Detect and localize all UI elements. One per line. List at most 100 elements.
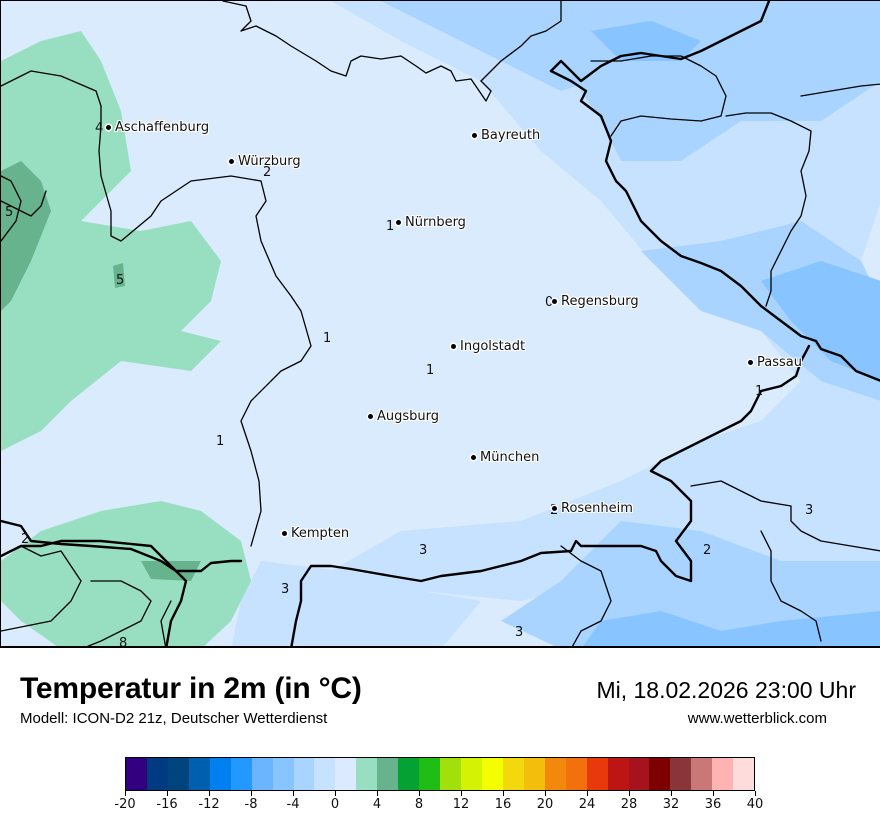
- temperature-colorbar: [125, 757, 755, 791]
- colorbar-ticks: -20 -16 -12 -8 -4 0 4 8 12 16 20 24 28 32 36 40: [114, 791, 763, 821]
- temperature-value: 2: [703, 543, 712, 558]
- colorbar-swatch: [628, 758, 650, 790]
- city-marker-icon: [282, 531, 287, 536]
- colorbar-tick: [251, 791, 252, 796]
- city-marker-icon: [229, 159, 234, 164]
- temperature-value: 3: [515, 625, 524, 640]
- colorbar-tick: [377, 791, 378, 796]
- colorbar-tick: [461, 791, 462, 796]
- colorbar-swatch: [712, 758, 734, 790]
- temperature-map: 4 2 5 1 5 0 1 1 1 1 2 3 2 3 2 3 3 8 Asch…: [0, 0, 880, 648]
- city-marker-icon: [552, 299, 557, 304]
- colorbar-swatch: [188, 758, 210, 790]
- colorbar-swatch: [502, 758, 524, 790]
- colorbar-tick: [293, 791, 294, 796]
- colorbar-swatch: [126, 758, 147, 790]
- temperature-value: 3: [281, 582, 290, 597]
- colorbar-tick-label: -16: [156, 797, 178, 812]
- colorbar-swatch: [523, 758, 545, 790]
- temperature-value: 2: [21, 532, 30, 547]
- city-rosenheim: Rosenheim: [552, 501, 633, 516]
- temperature-value: 1: [323, 331, 332, 346]
- colorbar-swatch: [356, 758, 378, 790]
- temperature-value: 1: [755, 384, 764, 399]
- temperature-value: 3: [419, 543, 428, 558]
- city-marker-icon: [748, 360, 753, 365]
- colorbar-swatch: [481, 758, 503, 790]
- colorbar-swatch: [440, 758, 461, 790]
- colorbar-tick-label: 36: [704, 797, 722, 812]
- colorbar-tick: [629, 791, 630, 796]
- city-marker-icon: [368, 414, 373, 419]
- colorbar-tick-label: 28: [620, 797, 638, 812]
- colorbar-tick: [545, 791, 546, 796]
- colorbar-tick-label: 40: [746, 797, 764, 812]
- temperature-value: 5: [5, 205, 14, 220]
- colorbar-tick-label: 32: [662, 797, 680, 812]
- temperature-value: 3: [805, 503, 814, 518]
- temperature-field: [1, 1, 880, 646]
- colorbar-swatch: [670, 758, 692, 790]
- colorbar-swatch: [586, 758, 608, 790]
- country-borders: [1, 1, 880, 646]
- city-marker-icon: [472, 133, 477, 138]
- colorbar-swatch: [419, 758, 441, 790]
- colorbar-tick: [671, 791, 672, 796]
- city-ingolstadt: Ingolstadt: [451, 339, 525, 354]
- temperature-value: 1: [216, 434, 225, 449]
- colorbar-swatch: [335, 758, 357, 790]
- colorbar-swatch: [209, 758, 231, 790]
- city-marker-icon: [552, 506, 557, 511]
- colorbar-swatch: [733, 758, 755, 790]
- city-wuerzburg: Würzburg: [229, 154, 301, 169]
- city-marker-icon: [471, 455, 476, 460]
- colorbar-tick-label: 12: [452, 797, 470, 812]
- colorbar-tick-label: 20: [536, 797, 554, 812]
- colorbar-tick: [335, 791, 336, 796]
- colorbar-tick: [587, 791, 588, 796]
- colorbar-tick: [125, 791, 126, 796]
- colorbar-swatch: [272, 758, 294, 790]
- colorbar-swatch: [293, 758, 315, 790]
- colorbar-tick-label: 16: [494, 797, 512, 812]
- colorbar-tick-label: -4: [286, 797, 300, 812]
- colorbar-tick-label: 8: [414, 797, 424, 812]
- colorbar-swatch: [251, 758, 273, 790]
- colorbar-swatch: [649, 758, 671, 790]
- temperature-value: 0: [545, 295, 554, 310]
- city-marker-icon: [396, 220, 401, 225]
- colorbar-swatch: [167, 758, 189, 790]
- colorbar-tick: [503, 791, 504, 796]
- website-credit: www.wetterblick.com: [687, 710, 827, 727]
- colorbar-swatch: [565, 758, 587, 790]
- temperature-value: 8: [119, 636, 128, 648]
- temperature-value: 5: [116, 273, 125, 288]
- colorbar-tick-label: -8: [244, 797, 258, 812]
- temperature-value: 2: [263, 165, 272, 180]
- colorbar-swatch: [607, 758, 629, 790]
- colorbar-tick-label: -12: [198, 797, 220, 812]
- map-title: Temperatur in 2m (in °C): [20, 672, 362, 705]
- city-kempten: Kempten: [282, 526, 349, 541]
- colorbar-tick: [713, 791, 714, 796]
- city-aschaffenburg: Aschaffenburg: [106, 120, 209, 135]
- city-augsburg: Augsburg: [368, 409, 439, 424]
- colorbar-swatch: [461, 758, 482, 790]
- colorbar-tick: [755, 791, 756, 796]
- city-nuernberg: Nürnberg: [396, 215, 466, 230]
- colorbar-swatch: [377, 758, 399, 790]
- colorbar-tick-label: 24: [578, 797, 596, 812]
- colorbar-tick: [419, 791, 420, 796]
- colorbar-swatch: [398, 758, 420, 790]
- colorbar-tick: [209, 791, 210, 796]
- city-regensburg: Regensburg: [552, 294, 639, 309]
- colorbar-swatch: [230, 758, 252, 790]
- city-marker-icon: [451, 344, 456, 349]
- colorbar-swatch: [544, 758, 566, 790]
- colorbar-tick-label: 0: [330, 797, 340, 812]
- colorbar-swatch: [314, 758, 336, 790]
- city-passau: Passau: [748, 355, 802, 370]
- colorbar-tick: [167, 791, 168, 796]
- forecast-datetime: Mi, 18.02.2026 23:00 Uhr: [596, 677, 856, 703]
- colorbar-swatch: [691, 758, 713, 790]
